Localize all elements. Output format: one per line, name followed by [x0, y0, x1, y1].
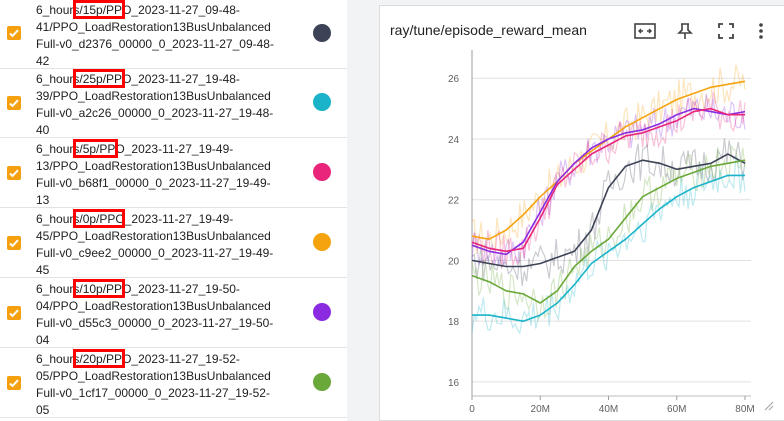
resize-handle[interactable]: [764, 401, 774, 411]
check-icon: [9, 309, 19, 318]
run-name-line: 05/PPO_LoadRestoration13BusUnbalanced: [36, 369, 271, 383]
run-checkbox[interactable]: [7, 236, 21, 250]
check-icon: [9, 99, 19, 108]
run-name-line: 6_hours/5p/PPO_2023-11-27_19-49-: [36, 142, 234, 156]
run-name-line: 45: [36, 263, 50, 277]
y-tick-label: 22: [448, 196, 460, 207]
highlight-box: [73, 279, 125, 298]
check-icon: [9, 29, 19, 38]
run-checkbox[interactable]: [7, 376, 21, 390]
series-line: [471, 107, 746, 256]
highlight-box: [73, 0, 125, 19]
scalar-chart-card: ray/tune/episode_reward_mean 16 18 20 22 24 2…: [379, 5, 784, 421]
run-color-swatch[interactable]: [313, 233, 331, 251]
series-raw-line: [471, 91, 746, 269]
run-name-line: 6_hours/10p/PPO_2023-11-27_19-50-: [36, 282, 240, 296]
y-tick-label: 20: [448, 256, 460, 267]
highlight-box: [73, 69, 125, 88]
run-name-line: 05: [36, 403, 50, 417]
run-name: 6_hours/20p/PPO_2023-11-27_19-52- 05/PPO_…: [36, 351, 291, 419]
series-raw-line: [471, 93, 746, 267]
run-color-swatch[interactable]: [313, 163, 331, 181]
series-line: [471, 153, 746, 268]
run-name-line: 39/PPO_LoadRestoration13BusUnbalanced: [36, 89, 271, 103]
run-row[interactable]: 6_hours/15p/PPO_2023-11-27_09-48- 41/PPO_…: [0, 0, 347, 69]
y-tick-label: 16: [448, 378, 460, 389]
fit-domain-icon[interactable]: [634, 22, 656, 45]
highlight-box: [73, 349, 125, 368]
run-name-line: 6_hours/20p/PPO_2023-11-27_19-52-: [36, 352, 240, 366]
series-line: [472, 174, 745, 322]
y-tick-label: 18: [448, 317, 460, 328]
more-vert-icon[interactable]: [758, 22, 764, 45]
check-icon: [9, 239, 19, 248]
check-icon: [9, 169, 19, 178]
run-row[interactable]: 6_hours/20p/PPO_2023-11-27_19-52- 05/PPO_…: [0, 349, 347, 418]
highlight-box: [73, 209, 125, 228]
run-name-line: 04/PPO_LoadRestoration13BusUnbalanced: [36, 299, 271, 313]
run-name-line: Full-v0_d2376_00000_0_2023-11-27_09-48-: [36, 37, 274, 51]
run-name: 6_hours/0p/PPO_2023-11-27_19-49- 45/PPO_L…: [36, 211, 291, 279]
series-raw-line: [471, 155, 746, 335]
run-name-line: 13/PPO_LoadRestoration13BusUnbalanced: [36, 159, 271, 173]
x-tick-label: 80M: [735, 404, 754, 415]
y-tick-label: 24: [448, 135, 460, 146]
run-row[interactable]: 6_hours/10p/PPO_2023-11-27_19-50- 04/PPO_…: [0, 279, 347, 348]
run-name-line: 42: [36, 54, 50, 68]
run-name-line: Full-v0_1cf17_00000_0_2023-11-27_19-52-: [36, 386, 270, 400]
series-raw-line: [471, 138, 746, 286]
run-name-line: 40: [36, 123, 50, 137]
run-name-line: 45/PPO_LoadRestoration13BusUnbalanced: [36, 229, 271, 243]
run-name-line: Full-v0_d55c3_00000_0_2023-11-27_19-50-: [36, 316, 274, 330]
run-name-line: 04: [36, 333, 50, 347]
runs-list: 6_hours/15p/PPO_2023-11-27_09-48- 41/PPO_…: [0, 0, 347, 421]
run-color-swatch[interactable]: [313, 93, 331, 111]
run-checkbox[interactable]: [7, 26, 21, 40]
check-icon: [9, 379, 19, 388]
run-name-line: 41/PPO_LoadRestoration13BusUnbalanced: [36, 20, 271, 34]
run-row[interactable]: 6_hours/5p/PPO_2023-11-27_19-49- 13/PPO_L…: [0, 139, 347, 208]
run-checkbox[interactable]: [7, 306, 21, 320]
run-name-line: Full-v0_a2c26_00000_0_2023-11-27_19-48-: [36, 106, 274, 120]
series-line: [471, 159, 746, 304]
run-row[interactable]: 6_hours/0p/PPO_2023-11-27_19-49- 45/PPO_L…: [0, 209, 347, 278]
x-tick-label: 40M: [599, 404, 618, 415]
run-row[interactable]: 6_hours/25p/PPO_2023-11-27_19-48- 39/PPO_…: [0, 69, 347, 138]
run-color-swatch[interactable]: [313, 373, 331, 391]
chart-title: ray/tune/episode_reward_mean: [390, 22, 587, 38]
run-name-line: 13: [36, 193, 50, 207]
y-tick-label: 26: [448, 74, 460, 85]
run-name-line: 6_hours/0p/PPO_2023-11-27_19-49-: [36, 212, 234, 226]
run-checkbox[interactable]: [7, 96, 21, 110]
run-color-swatch[interactable]: [313, 303, 331, 321]
series-raw-line: [471, 64, 746, 255]
fullscreen-icon[interactable]: [717, 22, 735, 45]
run-color-swatch[interactable]: [313, 24, 331, 42]
x-tick-label: 60M: [667, 404, 686, 415]
run-name: 6_hours/15p/PPO_2023-11-27_09-48- 41/PPO_…: [36, 2, 291, 70]
run-name: 6_hours/25p/PPO_2023-11-27_19-48- 39/PPO_…: [36, 71, 291, 139]
highlight-box: [73, 139, 118, 158]
panel-divider[interactable]: [347, 0, 368, 421]
line-chart: 16 18 20 22 24 26 0 20M 40M 60M 80M: [448, 50, 774, 415]
run-name-line: Full-v0_b68f1_00000_0_2023-11-27_19-49-: [36, 176, 271, 190]
run-name: 6_hours/5p/PPO_2023-11-27_19-49- 13/PPO_L…: [36, 141, 291, 209]
run-name-line: Full-v0_c9ee2_00000_0_2023-11-27_19-49-: [36, 246, 274, 260]
x-tick-label: 20M: [531, 404, 550, 415]
run-name-line: 6_hours/25p/PPO_2023-11-27_19-48-: [36, 72, 240, 86]
x-tick-label: 0: [469, 404, 475, 415]
series-raw-line: [471, 144, 746, 322]
run-name-line: 6_hours/15p/PPO_2023-11-27_09-48-: [36, 3, 240, 17]
run-checkbox[interactable]: [7, 166, 21, 180]
run-name: 6_hours/10p/PPO_2023-11-27_19-50- 04/PPO_…: [36, 281, 291, 349]
series-line: [471, 107, 745, 253]
pin-icon[interactable]: [677, 22, 693, 45]
